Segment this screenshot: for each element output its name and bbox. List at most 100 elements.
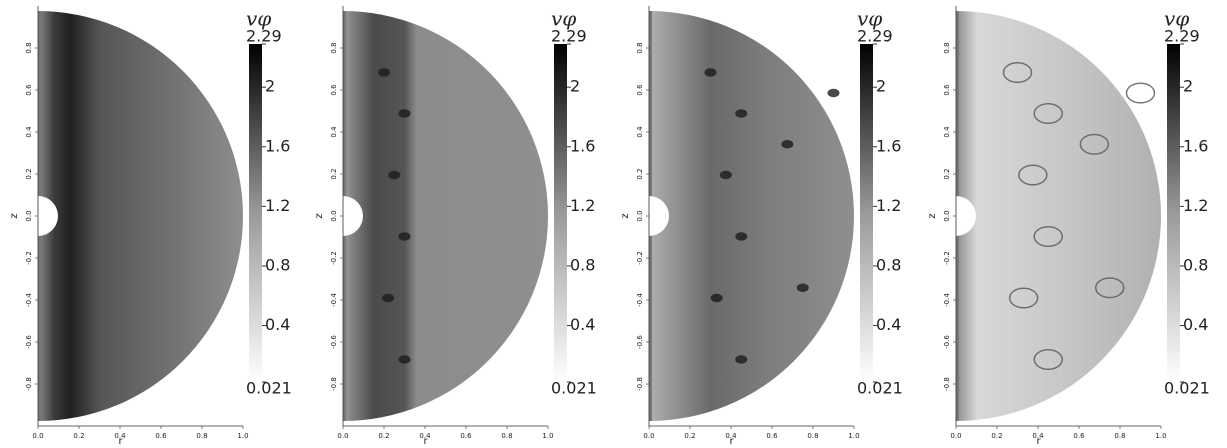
colorbar-tick-label: 0.8 bbox=[1183, 255, 1208, 274]
flow-feature bbox=[781, 140, 793, 148]
colorbar bbox=[860, 44, 873, 382]
x-tick-label: 0.2 bbox=[684, 432, 695, 440]
flow-feature bbox=[388, 171, 400, 179]
colorbar-tick-label: 0.021 bbox=[246, 379, 292, 398]
figure: 0.0 0.2 0.4 0.6 0.8 1.0 -0.8 -0.6 -0.4 -0.2 0.0 0.2… bbox=[0, 0, 1227, 448]
x-tick-label: 0.0 bbox=[32, 432, 43, 440]
field bbox=[343, 11, 548, 421]
flow-feature bbox=[378, 68, 390, 76]
x-tick-label: 0.6 bbox=[460, 432, 472, 440]
x-tick-label: 0.6 bbox=[766, 432, 778, 440]
y-tick-label: -0.8 bbox=[636, 377, 644, 391]
colorbar bbox=[1167, 44, 1180, 382]
colorbar-tick-label: 2.29 bbox=[551, 27, 587, 46]
x-tick-label: 0.8 bbox=[196, 432, 207, 440]
y-tick-label: -0.4 bbox=[636, 293, 644, 307]
y-tick-label: -0.6 bbox=[25, 335, 33, 349]
y-tick-label: -0.2 bbox=[25, 251, 33, 265]
field bbox=[649, 11, 854, 421]
x-tick-label: 0.0 bbox=[643, 432, 654, 440]
x-tick-label: 1.0 bbox=[848, 432, 859, 440]
flow-feature bbox=[828, 89, 840, 97]
x-tick-label: 0.8 bbox=[807, 432, 818, 440]
colorbar-tick-label: 1.2 bbox=[570, 196, 595, 215]
x-tick-label: 1.0 bbox=[237, 432, 248, 440]
colorbar-tick-label: 0.8 bbox=[876, 255, 901, 274]
y-tick-label: 0.4 bbox=[25, 126, 33, 138]
colorbar-tick-label: 2 bbox=[1183, 77, 1193, 96]
x-tick-label: 1.0 bbox=[1155, 432, 1166, 440]
y-tick-label: -0.6 bbox=[330, 335, 338, 349]
y-tick-label: 0.6 bbox=[943, 84, 951, 96]
colorbar bbox=[249, 44, 262, 382]
y-tick-label: 0.4 bbox=[330, 126, 338, 138]
colorbar-tick-label: 2.29 bbox=[246, 27, 282, 46]
y-tick-label: 0.6 bbox=[636, 84, 644, 96]
y-tick-label: 0.6 bbox=[330, 84, 338, 96]
y-tick-label: 0.0 bbox=[25, 210, 33, 221]
flow-feature bbox=[735, 232, 747, 240]
colorbar-tick-label: 2.29 bbox=[1164, 27, 1200, 46]
colorbar bbox=[554, 44, 567, 382]
colorbar-tick-label: 1.2 bbox=[265, 196, 290, 215]
field bbox=[956, 11, 1161, 421]
flow-feature bbox=[399, 109, 411, 117]
x-tick-label: 0.2 bbox=[73, 432, 84, 440]
x-tick-label: 0.6 bbox=[1073, 432, 1085, 440]
y-tick-label: 0.2 bbox=[330, 168, 338, 179]
y-tick-label: 0.8 bbox=[330, 42, 338, 53]
colorbar-tick-label: 2 bbox=[265, 77, 275, 96]
colorbar-tick-label: 1.6 bbox=[570, 136, 595, 155]
y-tick-label: -0.2 bbox=[330, 251, 338, 265]
x-tick-label: 1.0 bbox=[542, 432, 553, 440]
flow-feature bbox=[735, 355, 747, 363]
y-tick-label: -0.2 bbox=[636, 251, 644, 265]
colorbar-tick-label: 0.4 bbox=[1183, 315, 1208, 334]
colorbar-tick-label: 1.6 bbox=[1183, 136, 1208, 155]
y-tick-label: 0.2 bbox=[636, 168, 644, 179]
colorbar-tick-label: 0.021 bbox=[857, 379, 903, 398]
flow-feature bbox=[1127, 83, 1155, 103]
x-tick-label: 0.8 bbox=[501, 432, 512, 440]
colorbar-tick-label: 0.4 bbox=[265, 315, 290, 334]
y-tick-label: 0.6 bbox=[25, 84, 33, 96]
y-tick-label: -0.2 bbox=[943, 251, 951, 265]
flow-feature bbox=[382, 294, 394, 302]
y-tick-label: 0.2 bbox=[25, 168, 33, 179]
colorbar-tick-label: 0.021 bbox=[1164, 379, 1210, 398]
y-axis-label: z bbox=[620, 213, 631, 218]
x-tick-label: 0.0 bbox=[950, 432, 961, 440]
y-tick-label: -0.6 bbox=[636, 335, 644, 349]
x-tick-label: 0.2 bbox=[378, 432, 389, 440]
y-tick-label: -0.8 bbox=[330, 377, 338, 391]
y-axis-label: z bbox=[927, 213, 938, 218]
y-tick-label: 0.8 bbox=[636, 42, 644, 53]
y-tick-label: 0.4 bbox=[943, 126, 951, 138]
colorbar-tick-label: 0.4 bbox=[570, 315, 595, 334]
colorbar-tick-label: 0.8 bbox=[265, 255, 290, 274]
colorbar-tick-label: 2 bbox=[876, 77, 886, 96]
y-tick-label: 0.8 bbox=[943, 42, 951, 53]
colorbar-tick-label: 0.8 bbox=[570, 255, 595, 274]
y-tick-label: 0.2 bbox=[943, 168, 951, 179]
x-tick-label: 0.8 bbox=[1114, 432, 1125, 440]
flow-feature bbox=[705, 68, 717, 76]
colorbar-tick-label: 2.29 bbox=[857, 27, 893, 46]
y-tick-label: -0.6 bbox=[943, 335, 951, 349]
colorbar-tick-label: 1.6 bbox=[876, 136, 901, 155]
y-tick-label: 0.0 bbox=[943, 210, 951, 221]
colorbar-tick-label: 0.4 bbox=[876, 315, 901, 334]
y-tick-label: -0.8 bbox=[25, 377, 33, 391]
flow-feature bbox=[399, 355, 411, 363]
colorbar-tick-label: 2 bbox=[570, 77, 580, 96]
y-tick-label: -0.8 bbox=[943, 377, 951, 391]
flow-feature bbox=[399, 232, 411, 240]
field bbox=[38, 11, 243, 421]
colorbar-tick-label: 1.2 bbox=[876, 196, 901, 215]
x-tick-label: 0.0 bbox=[337, 432, 348, 440]
colorbar-tick-label: 1.2 bbox=[1183, 196, 1208, 215]
flow-feature bbox=[720, 171, 732, 179]
x-tick-label: 0.2 bbox=[991, 432, 1002, 440]
x-tick-label: 0.6 bbox=[155, 432, 167, 440]
y-tick-label: 0.0 bbox=[636, 210, 644, 221]
